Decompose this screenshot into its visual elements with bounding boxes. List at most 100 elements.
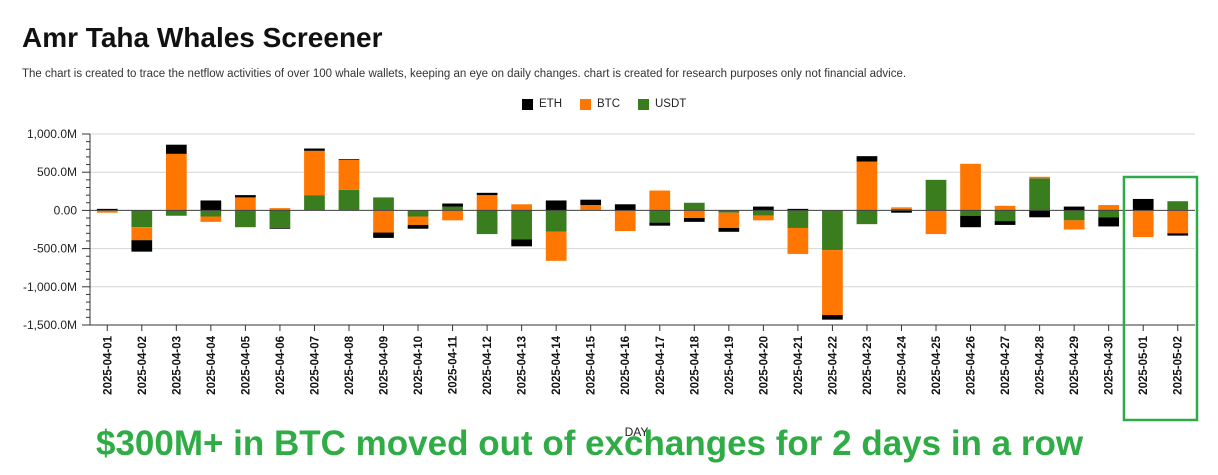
bar-btc-2025-04-30 (1098, 205, 1120, 211)
bar-btc-2025-04-10 (407, 216, 429, 225)
bar-usdt-2025-04-10 (407, 210, 429, 217)
legend-item-eth: ETH (522, 98, 562, 110)
x-tick-label: 2025-04-26 (966, 336, 978, 395)
bar-usdt-2025-04-20 (753, 210, 774, 216)
y-tick-label: -1,000.0M (23, 280, 77, 294)
bar-usdt-2025-04-22 (822, 210, 843, 251)
x-tick-label: 2025-04-15 (586, 335, 598, 394)
bar-usdt-2025-04-21 (787, 210, 809, 228)
x-tick-label: 2025-04-08 (344, 335, 356, 394)
bar-btc-2025-04-24 (891, 207, 912, 209)
bar-usdt-2025-04-12 (476, 210, 498, 235)
x-tick-label: 2025-04-20 (758, 336, 770, 395)
bar-btc-2025-04-28 (1029, 176, 1050, 179)
bar-eth-2025-04-01 (96, 208, 118, 211)
bar-btc-2025-04-08 (338, 159, 360, 190)
bar-eth-2025-05-02 (1167, 233, 1189, 236)
bar-btc-2025-04-18 (683, 210, 705, 219)
bar-usdt-2025-04-08 (338, 189, 360, 211)
x-tick-label: 2025-04-25 (931, 335, 943, 394)
x-tick-label: 2025-04-18 (689, 335, 701, 394)
x-tick-label: 2025-04-09 (379, 336, 391, 395)
x-tick-label: 2025-04-14 (551, 335, 563, 394)
bar-btc-2025-04-27 (994, 205, 1016, 211)
y-tick-label: 1,000.0M (27, 127, 77, 141)
x-tick-label: 2025-04-03 (171, 336, 183, 395)
bar-btc-2025-04-20 (753, 215, 774, 221)
x-tick-label: 2025-04-12 (482, 336, 494, 395)
bar-btc-2025-04-19 (718, 212, 740, 228)
bar-eth-2025-04-29 (1063, 206, 1085, 211)
bar-usdt-2025-04-13 (511, 210, 532, 240)
bar-eth-2025-04-24 (891, 210, 912, 213)
x-tick-label: 2025-04-30 (1104, 336, 1116, 395)
legend-swatch-btc (580, 98, 591, 110)
bar-usdt-2025-04-26 (960, 210, 981, 216)
bar-btc-2025-04-09 (373, 210, 394, 233)
bar-btc-2025-04-06 (269, 208, 291, 211)
y-tick-label: 0.00 (54, 203, 78, 217)
bar-usdt-2025-04-18 (683, 202, 705, 211)
bar-btc-2025-04-15 (580, 205, 602, 211)
bar-usdt-2025-04-17 (649, 210, 671, 223)
bar-eth-2025-04-22 (822, 315, 843, 320)
page-title: Amr Taha Whales Screener (22, 22, 383, 53)
x-tick-label: 2025-04-29 (1069, 336, 1081, 395)
bar-btc-2025-04-13 (511, 204, 532, 211)
bar-btc-2025-04-12 (476, 195, 498, 211)
bar-eth-2025-04-27 (994, 221, 1016, 225)
bar-eth-2025-04-02 (131, 240, 153, 252)
y-tick-label: 500.0M (37, 165, 77, 179)
bar-usdt-2025-04-28 (1029, 178, 1050, 211)
x-tick-label: 2025-04-13 (517, 336, 529, 395)
page-subtitle: The chart is created to trace the netflo… (22, 68, 907, 80)
legend-item-btc: BTC (580, 98, 620, 110)
legend-item-usdt: USDT (638, 98, 686, 110)
bar-eth-2025-04-04 (200, 200, 222, 211)
bar-eth-2025-04-30 (1098, 217, 1120, 227)
x-tick-label: 2025-04-01 (102, 335, 114, 394)
bar-usdt-2025-04-14 (545, 210, 567, 232)
headline-caption: $300M+ in BTC moved out of exchanges for… (96, 424, 1084, 463)
bar-btc-2025-04-17 (649, 190, 671, 211)
x-tick-label: 2025-04-21 (793, 335, 805, 394)
bar-eth-2025-04-23 (856, 156, 878, 162)
bar-eth-2025-04-13 (511, 239, 532, 247)
bar-usdt-2025-04-05 (235, 210, 256, 228)
x-tick-label: 2025-04-10 (413, 336, 425, 395)
bar-btc-2025-04-07 (304, 150, 325, 196)
bar-btc-2025-04-04 (200, 216, 222, 222)
y-tick-label: -1,500.0M (23, 318, 77, 332)
bar-usdt-2025-04-11 (442, 206, 463, 211)
bar-btc-2025-04-02 (131, 227, 153, 241)
bar-eth-2025-04-05 (235, 195, 256, 198)
x-tick-label: 2025-04-22 (827, 336, 839, 395)
bar-eth-2025-04-26 (960, 215, 981, 228)
bar-eth-2025-04-28 (1029, 210, 1050, 218)
bar-usdt-2025-04-27 (994, 210, 1016, 222)
x-tick-label: 2025-05-02 (1173, 336, 1185, 395)
legend-swatch-usdt (638, 98, 649, 110)
bar-btc-2025-04-26 (960, 163, 981, 211)
bar-eth-2025-04-06 (269, 227, 291, 229)
x-tick-label: 2025-04-04 (206, 335, 218, 394)
highlight-box (1122, 175, 1199, 422)
bar-usdt-2025-04-09 (373, 197, 394, 211)
bar-eth-2025-04-20 (753, 206, 774, 211)
bar-eth-2025-04-15 (580, 199, 602, 206)
bar-btc-2025-04-14 (545, 231, 567, 261)
legend-swatch-eth (522, 98, 533, 110)
x-axis-title: DAY (625, 425, 649, 439)
bar-usdt-2025-05-02 (1167, 201, 1189, 211)
x-tick-label: 2025-04-05 (240, 335, 252, 394)
bar-usdt-2025-04-23 (856, 210, 878, 225)
x-tick-label: 2025-04-16 (620, 336, 632, 395)
bar-eth-2025-04-11 (442, 203, 463, 207)
chart-legend: ETH BTC USDT (522, 98, 686, 110)
bar-eth-2025-04-21 (787, 208, 809, 211)
bar-btc-2025-04-29 (1063, 220, 1085, 230)
bar-usdt-2025-04-04 (200, 210, 222, 217)
bar-usdt-2025-04-02 (131, 210, 153, 228)
bar-btc-2025-04-03 (165, 153, 187, 211)
